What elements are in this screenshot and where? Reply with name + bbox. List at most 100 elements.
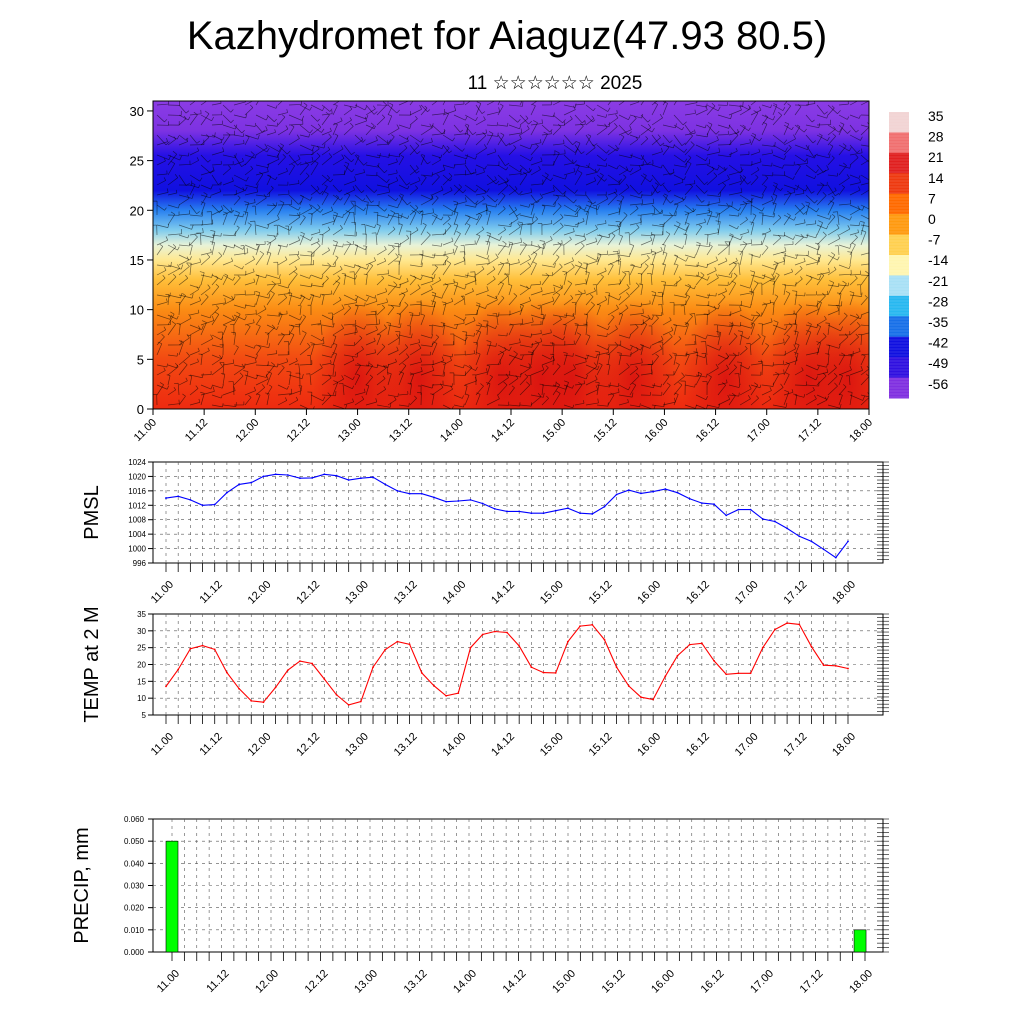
wind-barb (552, 143, 565, 146)
wind-barb-flag (662, 251, 668, 254)
wind-barb (233, 134, 244, 137)
wind-barb (750, 109, 762, 116)
wind-barb-flag (595, 224, 598, 230)
wind-barb-flag (723, 166, 727, 171)
wind-barb-flag (773, 182, 778, 185)
wind-barb (585, 254, 597, 261)
wind-barb-flag (375, 398, 378, 403)
wind-barb-flag (228, 165, 231, 169)
data-point (481, 502, 484, 505)
wind-barb (244, 344, 255, 349)
wind-barb (343, 163, 350, 176)
wind-barb (266, 158, 280, 166)
wind-barb-flag (509, 323, 514, 326)
wind-barb (574, 384, 583, 396)
wind-barb-flag (528, 363, 532, 368)
wind-barb-flag (543, 314, 546, 320)
y-tick-label: 1016 (128, 487, 146, 496)
wind-barb (728, 260, 738, 266)
wind-barb-flag (669, 140, 673, 143)
wind-barb-flag (528, 204, 531, 208)
wind-barb (607, 117, 619, 126)
wind-barb (761, 186, 767, 196)
wind-barb (255, 124, 263, 133)
wind-barb-flag (241, 363, 245, 368)
wind-barb (167, 403, 180, 406)
wind-barb (321, 234, 324, 246)
wind-barb (409, 164, 417, 174)
wind-barb (541, 223, 552, 226)
wind-barb-flag (598, 362, 603, 366)
wind-barb (563, 404, 573, 409)
data-point (299, 477, 301, 480)
wind-barb-flag (241, 157, 244, 162)
wind-barb-flag (786, 334, 790, 338)
wind-barb-flag (327, 146, 331, 150)
x-tick-label: 15.12 (600, 968, 628, 996)
wind-barb (849, 208, 860, 216)
wind-barb (365, 108, 376, 116)
wind-barb (552, 294, 561, 306)
wind-barb (728, 204, 739, 212)
wind-barb-flag (535, 216, 538, 220)
wind-barb-flag (517, 119, 521, 123)
wind-barb (211, 142, 222, 146)
wind-barb (651, 356, 659, 366)
wind-barb (662, 401, 676, 406)
wind-barb-flag (809, 275, 813, 279)
wind-barb-flag (166, 374, 171, 376)
wind-barb-flag (615, 304, 619, 309)
wind-barb-flag (170, 211, 175, 215)
y-tick-label: 1012 (128, 501, 146, 510)
wind-barb-flag (751, 198, 753, 203)
wind-barb-flag (614, 341, 619, 346)
wind-barb (464, 225, 471, 236)
wind-barb-flag (734, 131, 739, 136)
wind-barb (750, 323, 756, 336)
wind-barb (563, 184, 575, 194)
data-point (323, 678, 326, 680)
wind-barb (618, 344, 631, 351)
wind-barb-flag (838, 128, 842, 133)
wind-barb (442, 144, 450, 154)
wind-barb (497, 164, 507, 171)
wind-barb-flag (249, 104, 254, 108)
wind-barb-flag (829, 144, 834, 147)
wind-barb-flag (298, 179, 300, 184)
wind-barb (563, 214, 578, 218)
wind-barb-flag (253, 198, 256, 203)
wind-barb-flag (399, 242, 401, 248)
wind-barb (662, 101, 667, 106)
wind-barb-flag (773, 194, 778, 197)
wind-barb (684, 354, 690, 366)
wind-barb (849, 392, 853, 406)
wind-barb-flag (363, 169, 365, 173)
wind-barb (233, 313, 241, 326)
colorbar-swatch (889, 173, 909, 195)
wind-barb (244, 224, 252, 236)
wind-barb (607, 126, 618, 136)
wind-barb-flag (390, 210, 395, 214)
data-point (676, 491, 679, 494)
wind-barb-flag (486, 340, 492, 343)
x-tick-label: 15.00 (540, 417, 568, 445)
wind-barb (189, 204, 197, 214)
wind-barb-flag (492, 275, 496, 280)
wind-barb (651, 264, 655, 276)
wind-barb (343, 243, 351, 256)
wind-barb (574, 383, 585, 386)
wind-barb-flag (202, 227, 204, 233)
wind-barb-flag (657, 190, 661, 194)
wind-barb (420, 124, 433, 128)
wind-barb-flag (764, 114, 768, 118)
wind-barb-flag (655, 315, 659, 319)
wind-barb-flag (197, 347, 200, 352)
wind-barb-flag (541, 204, 546, 207)
wind-barb-flag (528, 351, 533, 353)
wind-barb (552, 284, 562, 289)
wind-barb-flag (756, 166, 760, 171)
warm-core (803, 299, 869, 409)
wind-barb (794, 261, 806, 266)
wind-barb (673, 124, 683, 131)
wind-barb-flag (586, 334, 591, 337)
